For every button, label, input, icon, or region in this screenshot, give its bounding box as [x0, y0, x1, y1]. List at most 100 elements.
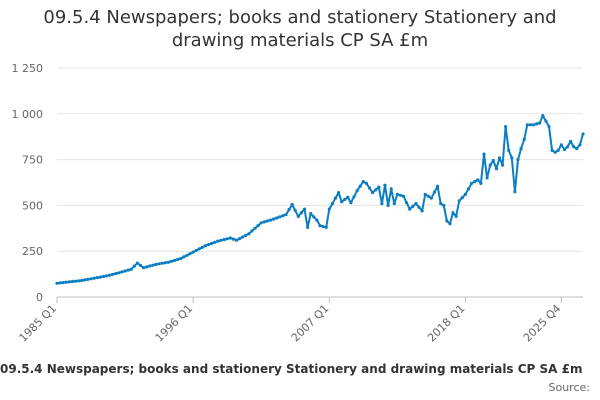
data-point: [504, 125, 508, 129]
series-points: [55, 114, 585, 285]
data-point: [318, 224, 322, 228]
data-point: [213, 240, 217, 244]
data-point: [290, 202, 294, 207]
data-point: [234, 238, 239, 242]
data-point: [238, 237, 242, 241]
data-point: [315, 218, 319, 222]
data-point: [417, 205, 421, 209]
data-point: [89, 277, 93, 281]
data-point: [247, 232, 251, 236]
data-point: [451, 211, 455, 215]
data-point: [64, 280, 68, 284]
data-point: [309, 212, 313, 216]
data-point: [544, 119, 548, 123]
data-point: [575, 147, 579, 151]
data-point: [265, 219, 269, 223]
source-label: Source:: [548, 381, 591, 394]
data-point: [216, 239, 220, 243]
data-point: [74, 279, 78, 283]
y-axis: 0 250 500 750 1 000 1 250: [12, 62, 44, 304]
data-point: [80, 278, 84, 283]
data-point: [343, 197, 347, 201]
data-point: [222, 238, 226, 242]
data-point: [411, 204, 415, 208]
data-point: [225, 237, 229, 241]
data-point: [111, 272, 115, 276]
data-point: [207, 243, 211, 247]
data-point: [364, 181, 368, 185]
data-point: [414, 202, 418, 206]
x-tick-label: 2018 Q1: [425, 302, 468, 345]
data-point: [501, 163, 505, 167]
y-tick-label: 0: [36, 291, 43, 304]
data-point: [445, 219, 449, 223]
data-point: [95, 276, 99, 280]
data-point: [516, 158, 520, 162]
data-point: [491, 158, 495, 163]
data-point: [470, 181, 474, 185]
data-point: [510, 156, 514, 160]
data-point: [392, 202, 396, 206]
data-point: [439, 202, 443, 206]
data-point: [188, 252, 192, 256]
data-point: [432, 190, 437, 194]
data-point: [250, 229, 254, 233]
data-point: [479, 181, 483, 185]
data-point: [197, 247, 201, 251]
data-point: [488, 163, 492, 167]
data-point: [163, 261, 167, 265]
data-point: [200, 245, 204, 249]
data-point: [135, 261, 139, 265]
data-point: [374, 188, 378, 192]
x-tick-label: 1996 Q1: [153, 302, 196, 345]
data-point: [327, 207, 331, 211]
data-point: [210, 241, 214, 245]
data-point: [194, 248, 198, 253]
data-point: [321, 224, 325, 229]
data-point: [333, 196, 338, 200]
data-point: [129, 267, 133, 271]
data-point: [262, 220, 266, 224]
data-point: [117, 271, 121, 275]
data-point: [330, 202, 334, 206]
data-point: [272, 217, 276, 221]
data-point: [169, 259, 174, 263]
data-point: [497, 156, 502, 160]
data-point: [98, 275, 102, 279]
x-tick-label: 2025 Q4: [521, 302, 564, 345]
data-point: [302, 207, 307, 211]
data-point: [160, 261, 164, 265]
data-point: [547, 125, 551, 129]
data-point: [120, 270, 124, 274]
data-point: [299, 211, 303, 215]
data-point: [157, 262, 161, 266]
data-point: [485, 176, 489, 180]
data-point: [284, 213, 288, 217]
data-point: [420, 209, 424, 213]
data-point: [408, 207, 412, 211]
data-point: [58, 281, 62, 285]
data-point: [531, 123, 536, 127]
x-tick-label: 1985 Q1: [17, 302, 60, 345]
data-point: [525, 123, 529, 127]
data-point: [92, 276, 96, 280]
data-point: [463, 192, 467, 196]
data-point: [244, 233, 248, 237]
data-point: [426, 194, 430, 198]
y-tick-label: 500: [22, 199, 43, 212]
data-point: [70, 279, 75, 284]
y-tick-label: 1 000: [12, 108, 44, 121]
data-point: [114, 272, 118, 276]
data-point: [228, 236, 232, 240]
data-point: [231, 237, 235, 241]
data-point: [142, 266, 146, 270]
y-tick-label: 250: [22, 245, 43, 258]
data-point: [395, 192, 399, 196]
data-point: [436, 184, 440, 188]
data-point: [145, 265, 149, 269]
data-point: [460, 196, 464, 200]
data-point: [401, 194, 406, 198]
data-point: [306, 225, 310, 229]
data-point: [448, 222, 452, 226]
data-point: [535, 122, 539, 126]
